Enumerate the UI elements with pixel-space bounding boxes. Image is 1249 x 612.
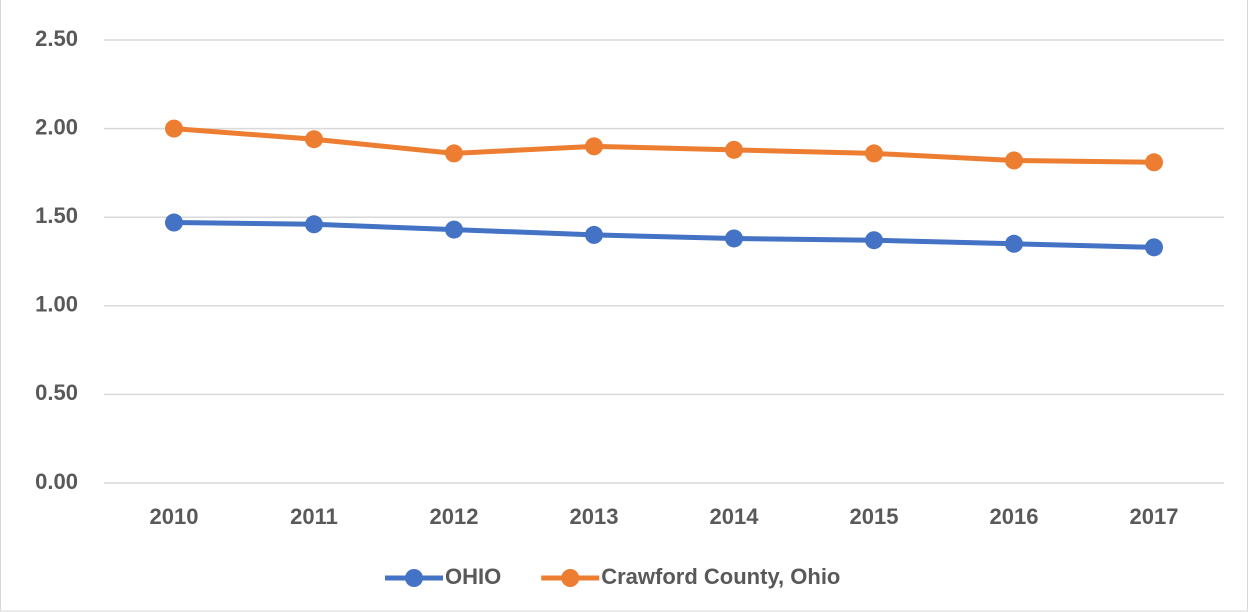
x-tick-label: 2016: [990, 504, 1039, 529]
x-tick-label: 2015: [850, 504, 899, 529]
data-point: [1005, 151, 1023, 170]
data-point: [1145, 238, 1163, 257]
x-tick-label: 2010: [150, 504, 199, 529]
data-point: [165, 213, 183, 232]
x-tick-label: 2012: [430, 504, 479, 529]
legend-marker: [405, 569, 423, 587]
data-point: [585, 225, 603, 244]
data-point: [305, 215, 323, 234]
data-point: [445, 144, 463, 163]
x-tick-label: 2014: [710, 504, 760, 529]
data-point: [725, 229, 743, 248]
data-point: [445, 220, 463, 239]
x-tick-label: 2017: [1130, 504, 1179, 529]
data-point: [1005, 234, 1023, 253]
series-line: [173, 126, 1155, 165]
y-tick-label: 2.00: [35, 114, 78, 139]
y-tick-label: 0.00: [35, 469, 78, 494]
legend-label: OHIO: [445, 564, 501, 589]
data-point: [865, 144, 883, 163]
x-tick-label: 2011: [290, 504, 338, 529]
data-point: [865, 231, 883, 250]
x-tick-label: 2013: [570, 504, 619, 529]
legend-marker: [561, 569, 580, 587]
y-tick-label: 0.50: [35, 380, 78, 405]
legend-label: Crawford County, Ohio: [601, 564, 840, 589]
data-point: [585, 137, 603, 156]
y-tick-label: 2.50: [35, 26, 78, 51]
data-point: [725, 140, 743, 159]
data-point: [165, 119, 183, 138]
data-point: [1145, 153, 1163, 172]
series-line: [173, 220, 1155, 250]
y-tick-label: 1.50: [35, 203, 78, 228]
data-point: [305, 130, 323, 149]
y-tick-label: 1.00: [35, 292, 78, 317]
